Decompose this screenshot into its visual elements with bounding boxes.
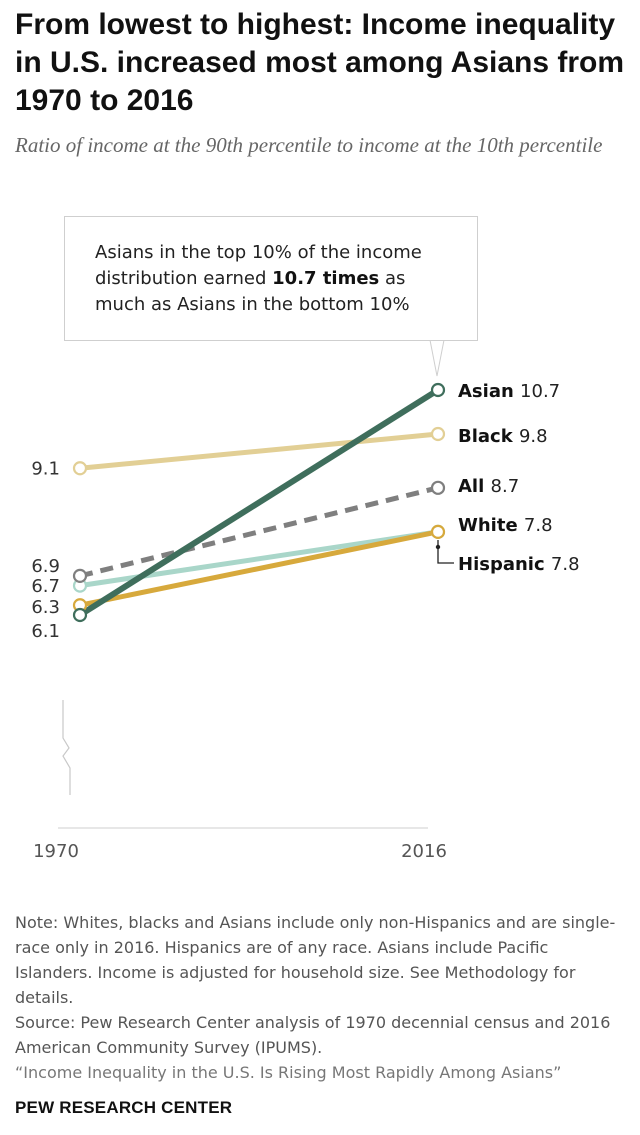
- hispanic-leader-dot: [435, 544, 441, 550]
- hispanic-leader-line: [437, 540, 454, 564]
- marker-black-2016: [430, 426, 446, 442]
- series-value-asian: 10.7: [520, 381, 560, 402]
- series-value-hispanic: 7.8: [551, 554, 580, 575]
- series-value-all: 8.7: [491, 476, 520, 497]
- line-hispanic: [79, 529, 439, 589]
- note-text: Note: Whites, blacks and Asians include …: [15, 913, 616, 1007]
- line-asian: [78, 387, 440, 618]
- label-2016-hispanic: Hispanic 7.8: [458, 554, 580, 575]
- chart-title: From lowest to highest: Income inequalit…: [15, 8, 625, 117]
- x-tick-2016: 2016: [401, 841, 447, 862]
- label-2016-all: All 8.7: [458, 476, 519, 497]
- line-black: [79, 431, 439, 471]
- series-markers: [72, 382, 446, 623]
- axis-break-mark: [62, 700, 71, 795]
- callout-text-before: Asians in the top 10% of the income dist…: [95, 242, 422, 289]
- marker-black-1970: [72, 461, 88, 476]
- marker-all-2016: [430, 480, 446, 495]
- callout-text-after: as much as Asians in the bottom 10%: [95, 268, 410, 315]
- series-name-white: White: [458, 515, 524, 536]
- series-name-all: All: [458, 476, 491, 497]
- marker-white-2016: [430, 524, 446, 539]
- series-lines: [78, 387, 440, 618]
- series-name-asian: Asian: [458, 381, 520, 402]
- series-name-black: Black: [458, 426, 519, 447]
- axis-break: [62, 700, 71, 795]
- marker-asian-1970: [72, 607, 88, 623]
- callout-highlight: 10.7 times: [272, 268, 380, 289]
- chart-subtitle: Ratio of income at the 90th percentile t…: [15, 133, 603, 157]
- label-1970-6-7: 6.7: [31, 576, 60, 597]
- series-value-white: 7.8: [524, 515, 553, 536]
- x-axis: 1970 2016: [33, 827, 447, 862]
- report-title: “Income Inequality in the U.S. Is Rising…: [15, 1063, 562, 1082]
- label-2016-asian: Asian 10.7: [458, 381, 560, 402]
- label-1970-6-9: 6.9: [31, 556, 60, 577]
- asian-callout: Asians in the top 10% of the income dist…: [64, 216, 478, 341]
- chart-notes: Note: Whites, blacks and Asians include …: [15, 910, 625, 1085]
- series-value-black: 9.8: [519, 426, 548, 447]
- label-1970-9-1: 9.1: [31, 458, 60, 479]
- x-tick-1970: 1970: [33, 841, 79, 862]
- series-name-hispanic: Hispanic: [458, 554, 551, 575]
- callout-pointer: [429, 339, 445, 377]
- label-1970-6-1: 6.1: [31, 621, 60, 642]
- brand-logo: PEW RESEARCH CENTER: [15, 1098, 233, 1117]
- marker-all-1970: [72, 568, 88, 583]
- marker-asian-2016: [430, 382, 446, 398]
- source-text: Source: Pew Research Center analysis of …: [15, 1013, 611, 1057]
- label-2016-black: Black 9.8: [458, 426, 548, 447]
- label-1970-6-3: 6.3: [31, 597, 60, 618]
- label-2016-white: White 7.8: [458, 515, 553, 536]
- line-white: [79, 529, 439, 608]
